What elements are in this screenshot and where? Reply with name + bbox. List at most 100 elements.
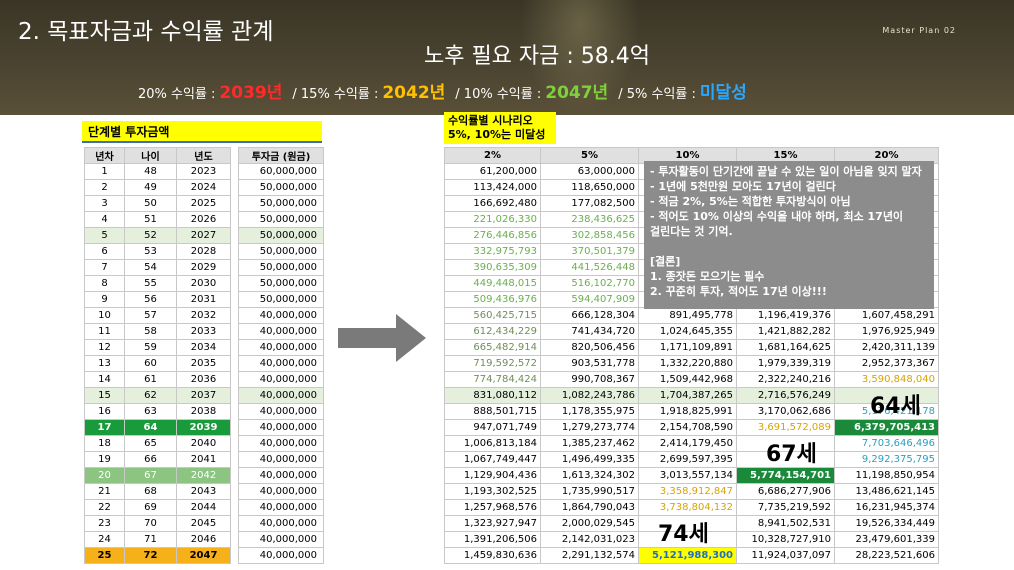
table-cell: 1 <box>84 163 125 180</box>
note-line: - 적어도 10% 이상의 수익을 내야 하며, 최소 17년이 <box>650 210 904 223</box>
table-cell: 2029 <box>176 259 231 276</box>
table-row: 15 62 2037 <box>84 387 231 404</box>
table-cell: 221,026,330 <box>444 211 541 228</box>
table-cell: 370,501,379 <box>540 243 639 260</box>
age-74-label: 74세 <box>658 522 709 547</box>
table-cell: 1,704,387,265 <box>638 387 737 404</box>
table-cell: 1,024,645,355 <box>638 323 737 340</box>
table-cell: 60 <box>124 355 177 372</box>
table-cell: 1,607,458,291 <box>834 307 939 324</box>
table-row: 40,000,000 <box>238 387 324 404</box>
table-cell: 390,635,309 <box>444 259 541 276</box>
table-cell: 10 <box>84 307 125 324</box>
table-cell: 50,000,000 <box>238 227 324 244</box>
slide-header: 2. 목표자금과 수익률 관계 Master Plan 02 노후 필요 자금 … <box>0 0 1014 115</box>
table-cell: 48 <box>124 163 177 180</box>
table-cell: 7,735,219,592 <box>736 499 835 516</box>
table-cell: 2027 <box>176 227 231 244</box>
rate-value: 미달성 <box>699 83 747 103</box>
table-cell: 56 <box>124 291 177 308</box>
table-row: 40,000,000 <box>238 531 324 548</box>
table-row: 7 54 2029 <box>84 259 231 276</box>
table-cell: 67 <box>124 467 177 484</box>
slide-title: 2. 목표자금과 수익률 관계 <box>18 19 274 45</box>
table-cell: 2024 <box>176 179 231 196</box>
table-row: 40,000,000 <box>238 467 324 484</box>
table-cell: 40,000,000 <box>238 371 324 388</box>
table-row: 1,129,904,436 1,613,324,302 3,013,557,134 5… <box>444 467 939 484</box>
table-cell: 3,691,572,089 <box>736 419 835 436</box>
table-cell: 50,000,000 <box>238 195 324 212</box>
table-row: 50,000,000 <box>238 291 324 308</box>
column-header: 20% <box>834 147 939 164</box>
table-cell: 6,379,705,413 <box>834 419 939 436</box>
table-cell: 449,448,015 <box>444 275 541 292</box>
table-cell: 50,000,000 <box>238 275 324 292</box>
table-row: 888,501,715 1,178,355,975 1,918,825,991 3,1… <box>444 403 939 420</box>
table-cell: 40,000,000 <box>238 547 324 564</box>
table-cell: 3 <box>84 195 125 212</box>
table-cell: 7,703,646,496 <box>834 435 939 452</box>
age-64-label: 64세 <box>870 394 921 419</box>
note-box: - 투자활동이 단기간에 끝날 수 있는 일이 아님을 잊지 말자 - 1년에 5… <box>644 161 934 309</box>
table-cell: 55 <box>124 275 177 292</box>
table-cell: 71 <box>124 531 177 548</box>
table-row: 1,323,927,947 2,000,029,545 8,941,502,531 1… <box>444 515 939 532</box>
column-header: 년도 <box>176 147 231 164</box>
table-cell: 24 <box>84 531 125 548</box>
table-cell: 516,102,770 <box>540 275 639 292</box>
table-cell: 13,486,621,145 <box>834 483 939 500</box>
table-cell: 888,501,715 <box>444 403 541 420</box>
table-row: 16 63 2038 <box>84 403 231 420</box>
table-cell: 15 <box>84 387 125 404</box>
table-cell: 7 <box>84 259 125 276</box>
table-cell: 25 <box>84 547 125 564</box>
table-cell: 1,976,925,949 <box>834 323 939 340</box>
table-cell: 2,322,240,216 <box>736 371 835 388</box>
table-row: 1,459,830,636 2,291,132,574 5,121,988,300 1… <box>444 547 939 564</box>
table-cell: 509,436,976 <box>444 291 541 308</box>
scenario-label: 수익률별 시나리오 5%, 10%는 미달성 <box>444 112 556 144</box>
column-header: 년차 <box>84 147 125 164</box>
rate-label: 20% 수익률 : <box>138 87 216 102</box>
table-cell: 2,154,708,590 <box>638 419 737 436</box>
table-row: 665,482,914 820,506,456 1,171,109,891 1,681… <box>444 339 939 356</box>
table-row: 20 67 2042 <box>84 467 231 484</box>
table-row: 1,193,302,525 1,735,990,517 3,358,912,847 6… <box>444 483 939 500</box>
table-cell: 28,223,521,606 <box>834 547 939 564</box>
master-plan-label: Master Plan 02 <box>882 26 956 35</box>
note-line: 1. 종잣돈 모으기는 필수 <box>650 270 765 283</box>
table-row: 50,000,000 <box>238 227 324 244</box>
table-cell: 40,000,000 <box>238 531 324 548</box>
table-cell: 61 <box>124 371 177 388</box>
table-row: 40,000,000 <box>238 307 324 324</box>
column-header: 5% <box>540 147 639 164</box>
table-cell: 20 <box>84 467 125 484</box>
stage-investment-label: 단계별 투자금액 <box>82 121 322 143</box>
table-cell: 13 <box>84 355 125 372</box>
table-cell: 903,531,778 <box>540 355 639 372</box>
table-cell: 1,193,302,525 <box>444 483 541 500</box>
table-cell: 18 <box>84 435 125 452</box>
table-cell: 1,178,355,975 <box>540 403 639 420</box>
table-cell: 2038 <box>176 403 231 420</box>
table-cell: 8 <box>84 275 125 292</box>
table-cell: 40,000,000 <box>238 403 324 420</box>
table-cell: 2030 <box>176 275 231 292</box>
year-age-table: 년차 나이 년도 1 48 2023 2 49 2024 3 50 2025 4 51 2026 5 52 20… <box>84 147 231 564</box>
table-cell: 3,358,912,847 <box>638 483 737 500</box>
table-cell: 8,941,502,531 <box>736 515 835 532</box>
table-cell: 19 <box>84 451 125 468</box>
table-row: 1,257,968,576 1,864,790,043 3,738,804,132 7… <box>444 499 939 516</box>
table-cell: 40,000,000 <box>238 419 324 436</box>
table-cell: 3,170,062,686 <box>736 403 835 420</box>
table-cell: 2034 <box>176 339 231 356</box>
rate-label: / 10% 수익률 : <box>455 87 542 102</box>
table-cell: 665,482,914 <box>444 339 541 356</box>
table-cell: 741,434,720 <box>540 323 639 340</box>
rate-value: 2047년 <box>545 83 609 103</box>
table-row: 40,000,000 <box>238 403 324 420</box>
table-row: 22 69 2044 <box>84 499 231 516</box>
table-row: 560,425,715 666,128,304 891,495,778 1,196,4… <box>444 307 939 324</box>
table-row: 40,000,000 <box>238 339 324 356</box>
